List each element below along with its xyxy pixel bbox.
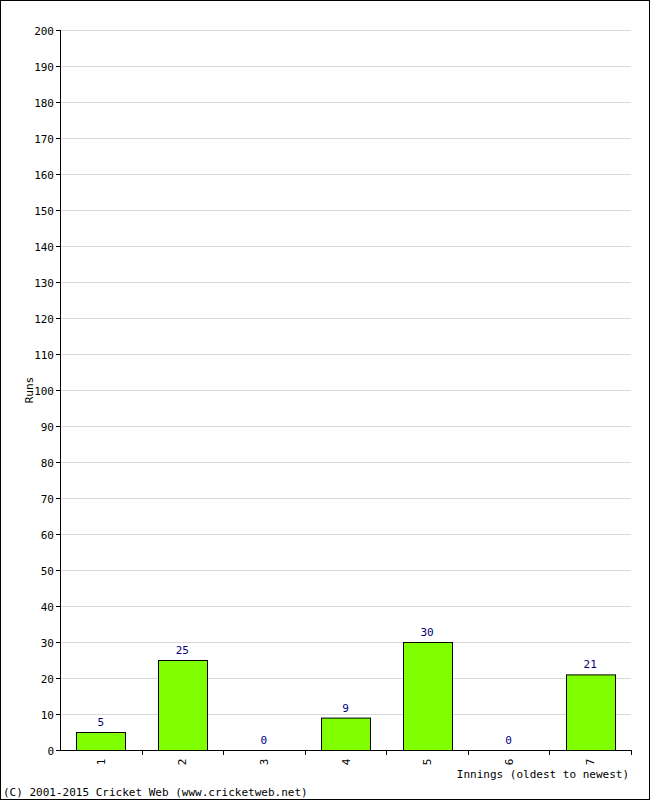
y-tick — [56, 174, 60, 175]
y-tick-label: 60 — [41, 529, 54, 542]
y-tick — [56, 498, 60, 499]
data-label: 5 — [97, 716, 104, 729]
grid-line — [60, 282, 631, 283]
y-tick-label: 80 — [41, 457, 54, 470]
y-tick — [56, 678, 60, 679]
bar — [322, 718, 371, 750]
grid-line — [60, 678, 631, 679]
y-tick-label: 160 — [34, 169, 54, 182]
x-tick — [386, 750, 387, 755]
x-tick — [549, 750, 550, 755]
grid-line — [60, 102, 631, 103]
y-tick — [56, 318, 60, 319]
x-tick — [142, 750, 143, 755]
x-tick-label: 4 — [340, 758, 353, 765]
bar — [404, 643, 453, 751]
grid-line — [60, 30, 631, 31]
y-tick-label: 90 — [41, 421, 54, 434]
y-tick-label: 110 — [34, 349, 54, 362]
data-label: 25 — [176, 644, 189, 657]
grid-line — [60, 390, 631, 391]
grid-line — [60, 462, 631, 463]
grid-line — [60, 642, 631, 643]
grid-line — [60, 534, 631, 535]
y-tick — [56, 102, 60, 103]
y-tick — [56, 210, 60, 211]
bar — [567, 675, 616, 750]
x-tick — [468, 750, 469, 755]
y-tick — [56, 426, 60, 427]
data-label: 30 — [420, 626, 433, 639]
y-tick — [56, 750, 60, 751]
chart: 0102030405060708090100110120130140150160… — [0, 0, 650, 800]
data-label: 0 — [505, 734, 512, 747]
y-tick — [56, 282, 60, 283]
y-tick — [56, 606, 60, 607]
chart-container: 0102030405060708090100110120130140150160… — [0, 0, 650, 800]
y-tick-label: 30 — [41, 637, 54, 650]
data-label: 21 — [584, 658, 597, 671]
grid-line — [60, 750, 631, 751]
grid-line — [60, 138, 631, 139]
y-axis — [60, 30, 61, 750]
y-axis-label: Runs — [23, 377, 36, 404]
x-tick-label: 5 — [421, 759, 434, 766]
copyright: (C) 2001-2015 Cricket Web (www.cricketwe… — [3, 786, 308, 799]
data-label: 0 — [261, 734, 268, 747]
y-tick — [56, 30, 60, 31]
y-tick-label: 50 — [41, 565, 54, 578]
y-tick — [56, 246, 60, 247]
x-tick — [305, 750, 306, 755]
y-tick-label: 180 — [34, 97, 54, 110]
y-tick-label: 40 — [41, 601, 54, 614]
y-tick — [56, 642, 60, 643]
bar — [159, 661, 208, 751]
x-tick — [223, 750, 224, 755]
y-tick-label: 70 — [41, 493, 54, 506]
y-tick-label: 100 — [34, 385, 54, 398]
frame — [1, 1, 650, 800]
grid-line — [60, 498, 631, 499]
grid-line — [60, 570, 631, 571]
x-tick-label: 6 — [503, 759, 516, 766]
y-tick — [56, 714, 60, 715]
y-tick-label: 140 — [34, 241, 54, 254]
y-tick-label: 130 — [34, 277, 54, 290]
y-tick — [56, 354, 60, 355]
bars — [77, 643, 616, 751]
y-tick-label: 200 — [34, 25, 54, 38]
y-tick-label: 120 — [34, 313, 54, 326]
grid-line — [60, 318, 631, 319]
bar — [77, 733, 126, 751]
x-tick — [631, 750, 632, 755]
y-tick-label: 10 — [41, 709, 54, 722]
y-tick — [56, 534, 60, 535]
y-tick — [56, 570, 60, 571]
x-tick-label: 7 — [584, 759, 597, 766]
x-tick-label: 3 — [258, 759, 271, 766]
y-tick — [56, 462, 60, 463]
y-tick-label: 0 — [47, 745, 54, 758]
y-tick-label: 190 — [34, 61, 54, 74]
x-tick-label: 1 — [95, 759, 108, 766]
grid-line — [60, 354, 631, 355]
y-tick-label: 170 — [34, 133, 54, 146]
grid-line — [60, 66, 631, 67]
grid-line — [60, 606, 631, 607]
data-label: 9 — [342, 702, 349, 715]
x-tick-label: 2 — [176, 759, 189, 766]
grid-line — [60, 426, 631, 427]
x-axis — [60, 750, 631, 751]
grid-line — [60, 246, 631, 247]
y-tick — [56, 138, 60, 139]
grid-line — [60, 210, 631, 211]
y-tick-label: 150 — [34, 205, 54, 218]
y-tick — [56, 390, 60, 391]
y-tick — [56, 66, 60, 67]
grid-line — [60, 174, 631, 175]
x-axis-label: Innings (oldest to newest) — [457, 768, 629, 781]
y-tick-label: 20 — [41, 673, 54, 686]
